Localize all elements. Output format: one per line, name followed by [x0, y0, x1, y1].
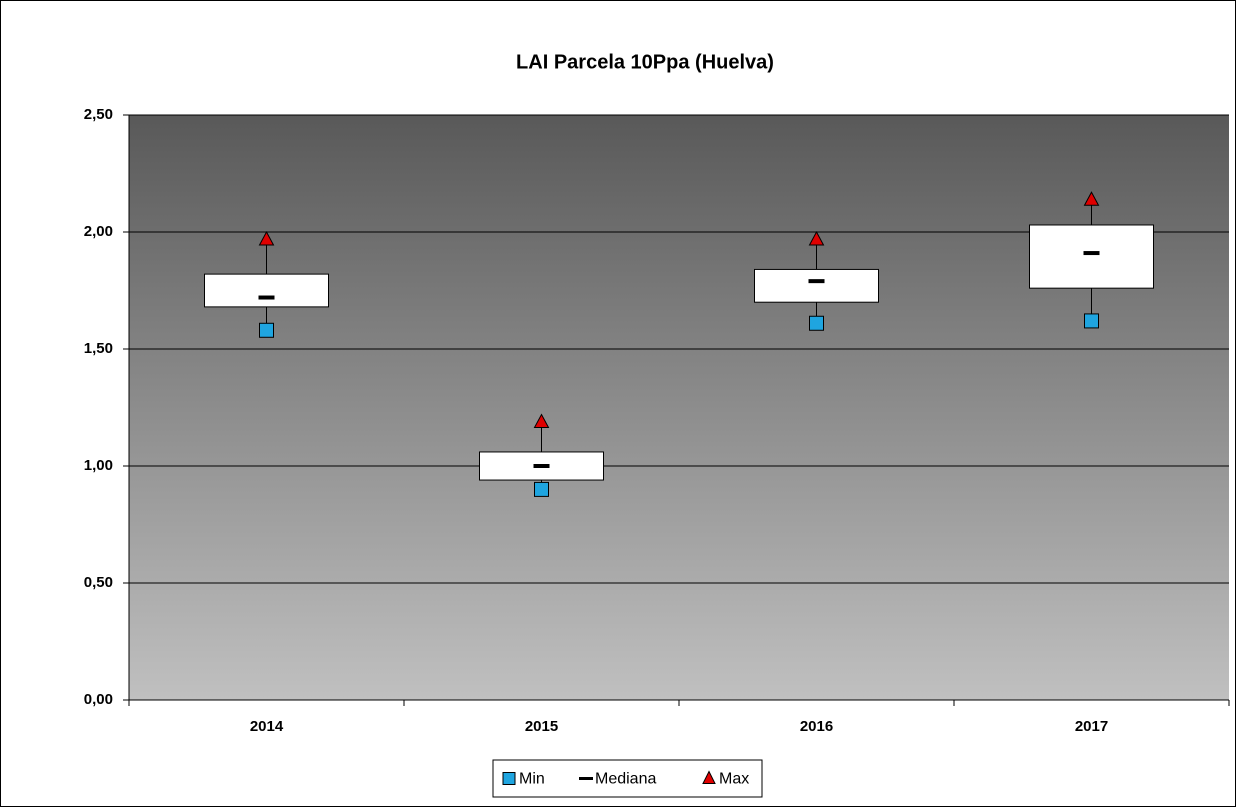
plot-area: [129, 115, 1229, 700]
max-marker: [258, 230, 275, 246]
legend-symbol: [579, 777, 593, 780]
legend-label: Min: [519, 771, 545, 788]
legend-label: Max: [719, 771, 749, 788]
x-tick-label: 2017: [1075, 718, 1108, 735]
median-marker: [808, 279, 825, 284]
x-tick-label: 2015: [525, 718, 558, 735]
chart-title: LAI Parcela 10Ppa (Huelva): [516, 51, 774, 73]
min-marker: [809, 315, 824, 331]
median-marker: [1083, 251, 1100, 256]
max-marker: [1083, 191, 1100, 206]
legend-symbol: [502, 772, 516, 785]
legend-box: [492, 759, 763, 798]
median-marker: [533, 464, 550, 468]
legend-label: Mediana: [595, 771, 656, 788]
y-tick-label: 2,50: [84, 106, 113, 123]
max-marker: [533, 413, 550, 429]
x-tick-label: 2014: [250, 718, 284, 735]
median-marker: [258, 295, 275, 300]
y-tick-label: 0,00: [84, 691, 113, 708]
min-marker: [259, 322, 274, 338]
min-marker: [534, 481, 549, 497]
y-tick-label: 1,00: [84, 457, 113, 474]
legend-symbol: [702, 770, 716, 784]
y-tick-label: 2,00: [84, 223, 113, 240]
box: [204, 273, 329, 308]
y-tick-label: 0,50: [84, 574, 113, 591]
box: [1029, 224, 1154, 289]
max-marker: [808, 230, 825, 246]
box: [754, 268, 879, 303]
x-tick-label: 2016: [800, 718, 833, 735]
min-marker: [1084, 313, 1099, 329]
y-tick-label: 1,50: [84, 340, 113, 357]
